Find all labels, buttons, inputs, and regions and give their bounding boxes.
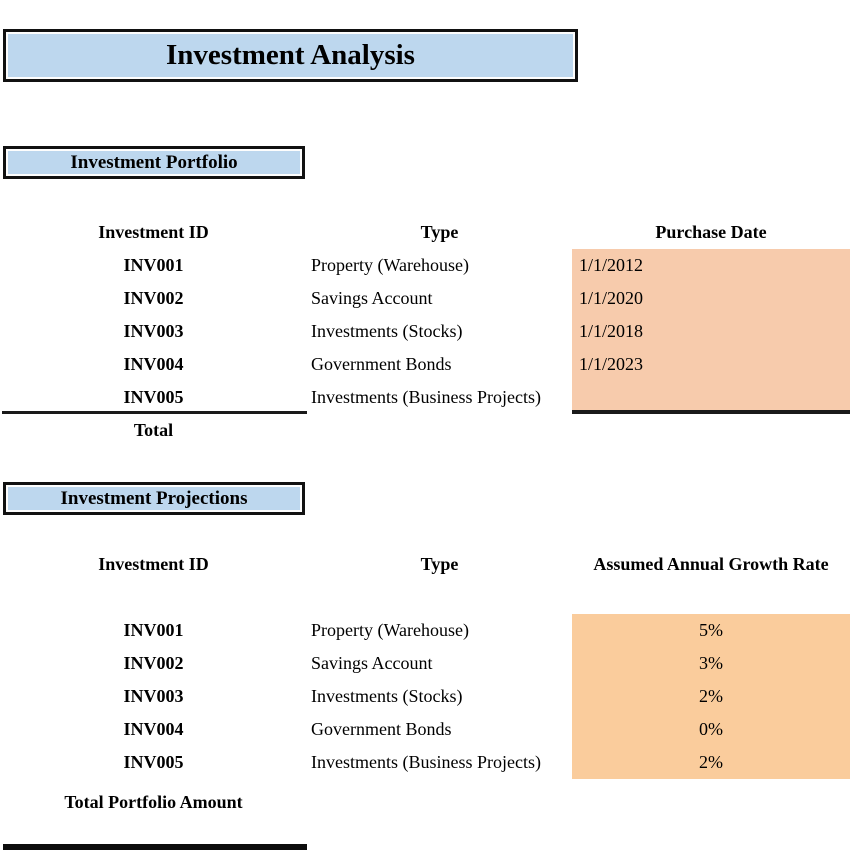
- portfolio-total-row: Total: [0, 414, 307, 447]
- cell-purchase-date-input[interactable]: 1/1/2018: [572, 315, 850, 348]
- portfolio-total-label: Total: [133, 420, 174, 440]
- section-header-projections: Investment Projections: [3, 482, 305, 515]
- cell-growth-rate-input[interactable]: 3%: [572, 647, 850, 680]
- spacer-cell: [572, 581, 850, 614]
- cell-investment-id: INV002: [123, 288, 184, 308]
- cell-investment-id: INV001: [123, 255, 184, 275]
- cell-investment-id: INV001: [123, 620, 184, 640]
- column-header-investment-id: Investment ID: [98, 222, 209, 242]
- cell-investment-id: INV003: [123, 686, 184, 706]
- cell-purchase-date-input[interactable]: 1/1/2012: [572, 249, 850, 282]
- cell-growth-rate-input[interactable]: 2%: [572, 680, 850, 713]
- cell-growth-rate-input[interactable]: 2%: [572, 746, 850, 779]
- section-header-portfolio: Investment Portfolio: [3, 146, 305, 179]
- cell-investment-id: INV005: [123, 752, 184, 772]
- portfolio-table: Investment ID Type Purchase Date INV001 …: [0, 216, 850, 414]
- projections-total-row: Total Portfolio Amount: [0, 786, 307, 819]
- total-divider-line: [2, 411, 307, 414]
- cell-investment-id: INV003: [123, 321, 184, 341]
- cell-type: Government Bonds: [311, 719, 452, 739]
- cell-investment-id: INV005: [123, 387, 184, 407]
- cell-purchase-date-input[interactable]: 1/1/2020: [572, 282, 850, 315]
- cell-growth-rate-input[interactable]: 0%: [572, 713, 850, 746]
- cell-type: Government Bonds: [311, 354, 452, 374]
- cell-type: Investments (Stocks): [311, 686, 463, 706]
- column-header-purchase-date: Purchase Date: [655, 222, 767, 242]
- cell-investment-id: INV004: [123, 354, 184, 374]
- cell-purchase-date-input[interactable]: [572, 381, 850, 414]
- column-header-investment-id: Investment ID: [98, 554, 209, 574]
- cell-investment-id: INV004: [123, 719, 184, 739]
- projections-table: Investment ID Type Assumed Annual Growth…: [0, 548, 850, 779]
- cell-type: Savings Account: [311, 653, 433, 673]
- spacer-cell: [307, 581, 572, 614]
- cell-investment-id: INV002: [123, 653, 184, 673]
- cell-type: Investments (Business Projects): [311, 387, 541, 407]
- column-header-type: Type: [420, 554, 459, 574]
- page-title: Investment Analysis: [3, 29, 578, 82]
- cell-growth-rate-input[interactable]: 5%: [572, 614, 850, 647]
- cell-type: Savings Account: [311, 288, 433, 308]
- cell-purchase-date-input[interactable]: 1/1/2023: [572, 348, 850, 381]
- page-title-label: Investment Analysis: [166, 39, 415, 71]
- cell-type: Investments (Stocks): [311, 321, 463, 341]
- spacer-cell: [0, 581, 307, 614]
- purchase-date-bottom-border: [572, 410, 850, 414]
- cell-type: Property (Warehouse): [311, 620, 469, 640]
- column-header-type: Type: [420, 222, 459, 242]
- cell-type: Investments (Business Projects): [311, 752, 541, 772]
- column-header-growth-rate: Assumed Annual Growth Rate: [593, 554, 829, 574]
- section-header-projections-label: Investment Projections: [60, 487, 248, 509]
- next-section-box-top-edge: [3, 844, 307, 850]
- cell-type: Property (Warehouse): [311, 255, 469, 275]
- section-header-portfolio-label: Investment Portfolio: [70, 151, 238, 173]
- projections-total-label: Total Portfolio Amount: [64, 792, 243, 812]
